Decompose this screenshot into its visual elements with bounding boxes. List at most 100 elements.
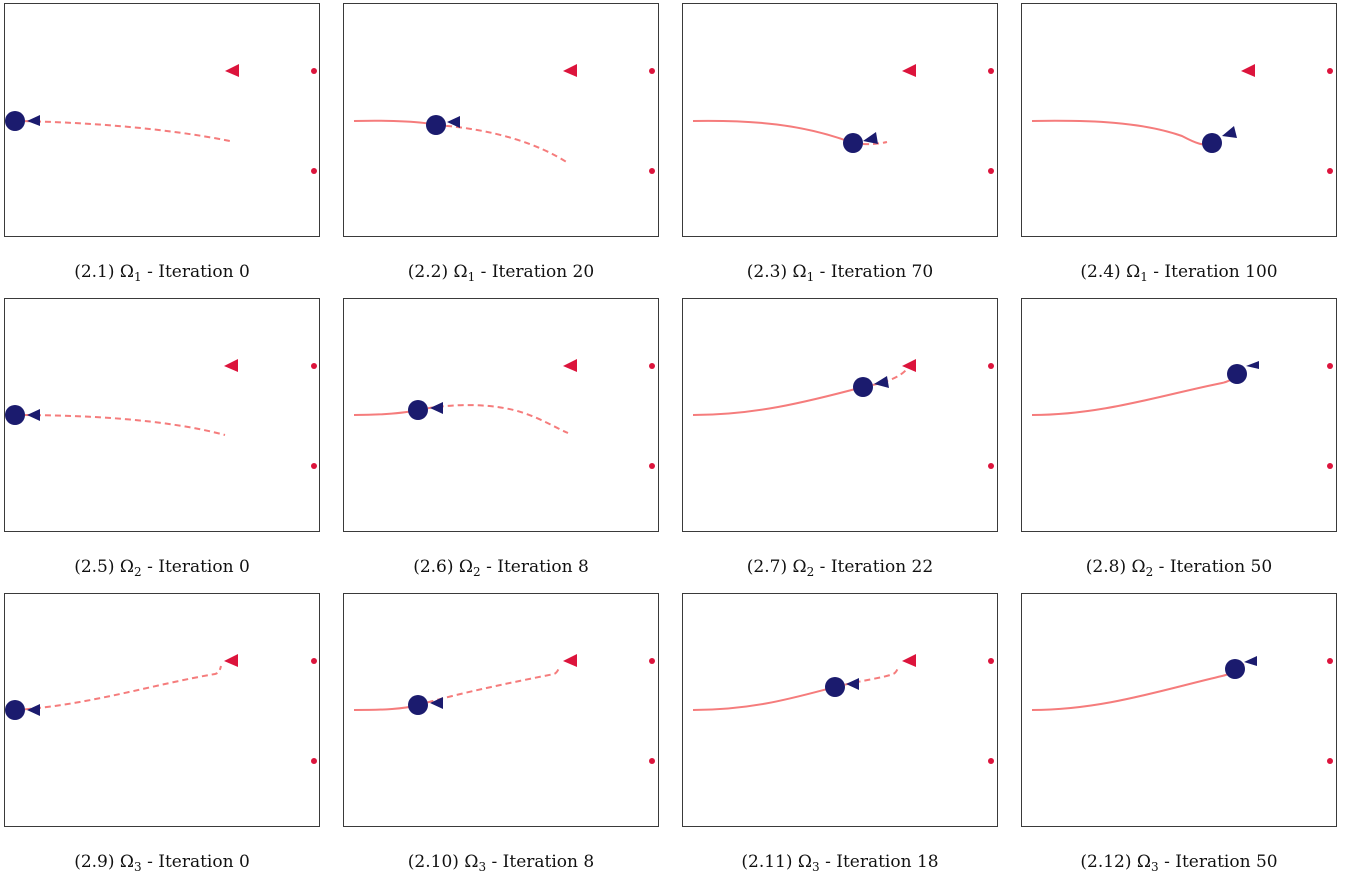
- robot-heading: [27, 115, 40, 126]
- panel-2-6: [343, 298, 659, 532]
- executed-path: [692, 119, 854, 144]
- robot: [1225, 659, 1245, 679]
- robot: [843, 133, 863, 153]
- caption: (2.1) Ω1 - Iteration 0: [74, 262, 250, 284]
- caption: (2.10) Ω3 - Iteration 8: [407, 852, 595, 874]
- trajectory-plot: [692, 359, 994, 469]
- executed-path: [353, 119, 437, 126]
- planned-path: [14, 665, 222, 711]
- trajectory-plot: [1031, 656, 1333, 764]
- obstacle-point: [1327, 658, 1333, 664]
- caption: (2.12) Ω3 - Iteration 50: [1080, 852, 1278, 874]
- trajectory-plot: [1031, 361, 1333, 469]
- obstacle-point: [1327, 463, 1333, 469]
- caption: (2.9) Ω3 - Iteration 0: [74, 852, 250, 874]
- panel-2-8: [1021, 298, 1337, 532]
- panel-2-12: [1021, 593, 1337, 827]
- goal-marker: [563, 359, 577, 372]
- goal-marker: [902, 359, 916, 372]
- caption: (2.6) Ω2 - Iteration 8: [413, 557, 589, 579]
- robot-heading: [430, 402, 443, 414]
- panel-2-9: [4, 593, 320, 827]
- robot-heading: [874, 376, 889, 388]
- panel-2-2: [343, 3, 659, 237]
- caption: (2.5) Ω2 - Iteration 0: [74, 557, 250, 579]
- obstacle-point: [311, 68, 317, 74]
- executed-path: [1031, 368, 1245, 416]
- obstacle-point: [988, 68, 994, 74]
- robot: [408, 695, 428, 715]
- panel-2-11: [682, 593, 998, 827]
- planned-path: [417, 665, 561, 706]
- robot-heading: [1246, 361, 1259, 369]
- robot-heading: [1244, 656, 1257, 666]
- obstacle-point: [311, 658, 317, 664]
- obstacle-point: [1327, 363, 1333, 369]
- robot-heading: [27, 704, 40, 716]
- panel-2-5: [4, 298, 320, 532]
- obstacle-point: [649, 68, 655, 74]
- trajectory-plot: [5, 654, 317, 764]
- trajectory-plot: [1031, 64, 1333, 174]
- planned-path: [834, 665, 900, 688]
- obstacle-point: [988, 758, 994, 764]
- panel-2-3: [682, 3, 998, 237]
- trajectory-plot: [5, 64, 317, 174]
- planned-path: [417, 404, 569, 434]
- robot: [5, 111, 25, 131]
- caption: (2.8) Ω2 - Iteration 50: [1085, 557, 1273, 579]
- robot-heading: [846, 678, 859, 690]
- caption: (2.3) Ω1 - Iteration 70: [746, 262, 934, 284]
- obstacle-point: [311, 463, 317, 469]
- trajectory-plot: [353, 359, 655, 469]
- goal-marker: [902, 654, 916, 667]
- planned-path: [435, 124, 569, 164]
- trajectory-plot: [353, 64, 655, 174]
- trajectory-plot: [692, 64, 994, 174]
- robot-heading: [1222, 126, 1237, 138]
- obstacle-point: [649, 363, 655, 369]
- panel-2-1: [4, 3, 320, 237]
- robot: [1202, 133, 1222, 153]
- robot-heading: [447, 116, 460, 128]
- panel-2-10: [343, 593, 659, 827]
- goal-marker: [563, 64, 577, 77]
- panel-2-7: [682, 298, 998, 532]
- goal-marker: [225, 64, 239, 77]
- obstacle-point: [649, 168, 655, 174]
- trajectory-plot: [5, 359, 317, 469]
- goal-marker: [224, 359, 238, 372]
- robot-heading: [430, 697, 443, 709]
- executed-path: [692, 386, 864, 416]
- obstacle-point: [311, 168, 317, 174]
- goal-marker: [1241, 64, 1255, 77]
- caption: (2.4) Ω1 - Iteration 100: [1080, 262, 1278, 284]
- panel-2-4: [1021, 3, 1337, 237]
- robot: [1227, 364, 1247, 384]
- robot: [426, 115, 446, 135]
- robot: [825, 677, 845, 697]
- trajectory-plot: [353, 654, 655, 764]
- obstacle-point: [311, 363, 317, 369]
- caption: (2.7) Ω2 - Iteration 22: [746, 557, 934, 579]
- caption: (2.11) Ω3 - Iteration 18: [741, 852, 939, 874]
- caption: (2.2) Ω1 - Iteration 20: [407, 262, 595, 284]
- robot: [853, 377, 873, 397]
- executed-path: [1031, 663, 1245, 711]
- obstacle-point: [988, 658, 994, 664]
- executed-path: [692, 686, 836, 711]
- planned-path: [14, 414, 226, 436]
- robot: [5, 700, 25, 720]
- robot: [408, 400, 428, 420]
- robot-heading: [863, 132, 878, 144]
- obstacle-point: [1327, 68, 1333, 74]
- trajectory-plot: [692, 654, 994, 764]
- obstacle-point: [1327, 758, 1333, 764]
- obstacle-point: [988, 463, 994, 469]
- planned-path: [14, 120, 231, 142]
- robot: [5, 405, 25, 425]
- obstacle-point: [649, 658, 655, 664]
- obstacle-point: [649, 758, 655, 764]
- goal-marker: [563, 654, 577, 667]
- robot-heading: [27, 409, 40, 421]
